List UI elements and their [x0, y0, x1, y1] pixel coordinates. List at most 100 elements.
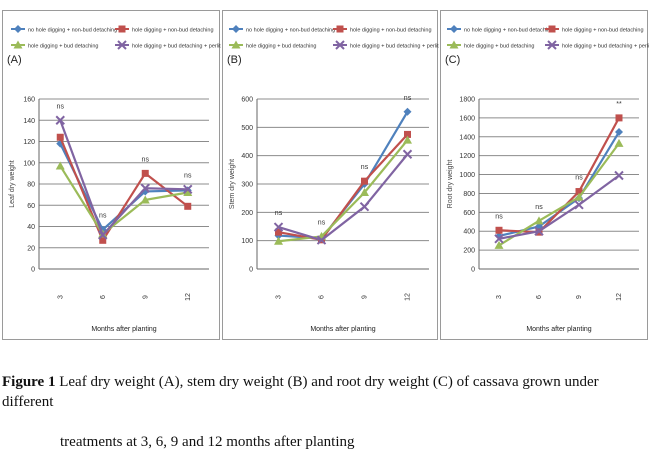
x-axis-label: Months after planting	[310, 326, 375, 333]
data-point	[55, 161, 65, 170]
series-line	[59, 119, 188, 238]
y-tick-label: 1000	[459, 172, 475, 179]
legend-swatch-marker	[118, 25, 126, 33]
figure-caption-label: Figure 1	[2, 374, 56, 390]
x-axis-label: Months after planting	[91, 326, 156, 333]
figure-caption-line-2: treatments at 3, 6, 9 and 12 months afte…	[60, 434, 355, 450]
legend-entry-label: hole digging + bud detaching + perlite	[562, 44, 649, 50]
legend-swatch-marker	[335, 40, 345, 50]
data-point	[99, 236, 107, 244]
x-tick-label: 9	[362, 295, 369, 299]
significance-annotation: ns	[275, 210, 283, 217]
legend-entry-label: hole digging + non-bud detaching	[562, 28, 644, 34]
x-tick-label: 12	[185, 293, 192, 301]
legend-swatch-marker	[336, 25, 344, 33]
significance-annotation: ns	[361, 164, 369, 171]
chart-panel-c: no hole digging + non-bud detaching hole …	[440, 10, 649, 340]
legend-entry-label: hole digging + bud detaching	[28, 44, 99, 50]
series-line	[278, 153, 409, 242]
data-point	[361, 177, 368, 185]
y-tick-label: 0	[31, 267, 35, 274]
y-tick-label: 1200	[459, 153, 475, 160]
legend-entry-label: no hole digging + non-bud detaching	[246, 28, 335, 34]
chart-a-svg: no hole digging + non-bud detaching hole …	[7, 25, 221, 333]
data-point	[98, 230, 108, 240]
significance-annotation: ns	[495, 213, 503, 220]
data-point	[402, 149, 413, 159]
significance-annotation: ns	[184, 172, 192, 179]
data-point	[275, 228, 282, 236]
data-point	[403, 135, 412, 144]
legend-swatch-marker	[232, 25, 240, 33]
legend-entry-label: hole digging + bud detaching	[464, 44, 535, 50]
legend-entry-label: hole digging + bud detaching + perlite	[350, 44, 439, 50]
y-tick-label: 400	[463, 229, 475, 236]
panel-label: (C)	[445, 54, 460, 66]
x-tick-label: 6	[536, 295, 543, 299]
legend-entry-label: hole digging + non-bud detaching	[350, 28, 432, 34]
y-tick-label: 80	[27, 182, 35, 189]
data-point	[273, 222, 284, 232]
y-tick-label: 200	[463, 248, 475, 255]
y-tick-label: 1800	[459, 97, 475, 104]
significance-annotation: ns	[57, 103, 65, 110]
y-tick-label: 600	[241, 97, 253, 104]
x-tick-label: 6	[319, 295, 326, 299]
x-tick-label: 9	[142, 295, 149, 299]
series-line	[498, 174, 620, 240]
data-point	[495, 226, 503, 234]
panel-label: (A)	[7, 54, 22, 66]
significance-annotation: ns	[318, 219, 326, 226]
data-point	[403, 107, 412, 116]
data-point	[494, 234, 504, 244]
series-line	[498, 142, 620, 247]
significance-annotation: ns	[99, 213, 107, 220]
y-tick-label: 200	[241, 210, 253, 217]
y-tick-label: 1400	[459, 134, 475, 141]
x-axis-label: Months after planting	[526, 326, 591, 333]
y-tick-label: 20	[27, 245, 35, 252]
legend-swatch-marker	[450, 25, 458, 33]
data-point	[534, 226, 544, 236]
data-point	[574, 192, 584, 201]
x-tick-label: 12	[616, 293, 623, 301]
data-point	[614, 138, 624, 147]
y-tick-label: 300	[241, 182, 253, 189]
chart-panel-b: no hole digging + non-bud detaching hole …	[222, 10, 439, 340]
x-tick-label: 12	[405, 293, 412, 301]
y-axis-label: Leaf dry weight	[9, 160, 16, 208]
y-tick-label: 0	[471, 267, 475, 274]
y-tick-label: 600	[463, 210, 475, 217]
x-tick-label: 3	[276, 295, 283, 299]
chart-b-svg: no hole digging + non-bud detaching hole …	[227, 25, 439, 333]
y-axis-label: Stem dry weight	[229, 159, 236, 209]
y-tick-label: 400	[241, 153, 253, 160]
figure-caption-text: Leaf dry weight (A), stem dry weight (B)…	[2, 374, 599, 410]
y-axis-label: Root dry weight	[447, 160, 454, 209]
legend-entry-label: hole digging + non-bud detaching	[132, 28, 214, 34]
data-point	[55, 115, 65, 125]
x-tick-label: 3	[496, 295, 503, 299]
legend-swatch-marker	[117, 40, 127, 50]
y-tick-label: 100	[23, 160, 35, 167]
series-line	[498, 117, 620, 234]
y-tick-label: 160	[23, 97, 35, 104]
data-point	[184, 202, 192, 210]
series-line	[59, 165, 188, 236]
legend-swatch-marker	[13, 40, 23, 49]
data-point	[360, 188, 369, 196]
significance-annotation: ns	[535, 204, 543, 211]
data-point	[183, 188, 193, 196]
data-point	[56, 133, 64, 141]
data-point	[359, 201, 370, 212]
data-point	[574, 200, 584, 210]
data-point	[614, 170, 624, 181]
y-tick-label: 500	[241, 125, 253, 132]
y-tick-label: 120	[23, 139, 35, 146]
legend-entry-label: no hole digging + non-bud detaching	[28, 28, 117, 34]
legend-swatch-marker	[14, 25, 22, 33]
data-point	[534, 216, 544, 225]
y-tick-label: 40	[27, 224, 35, 231]
panel-label: (B)	[227, 54, 242, 66]
y-tick-label: 800	[463, 191, 475, 198]
